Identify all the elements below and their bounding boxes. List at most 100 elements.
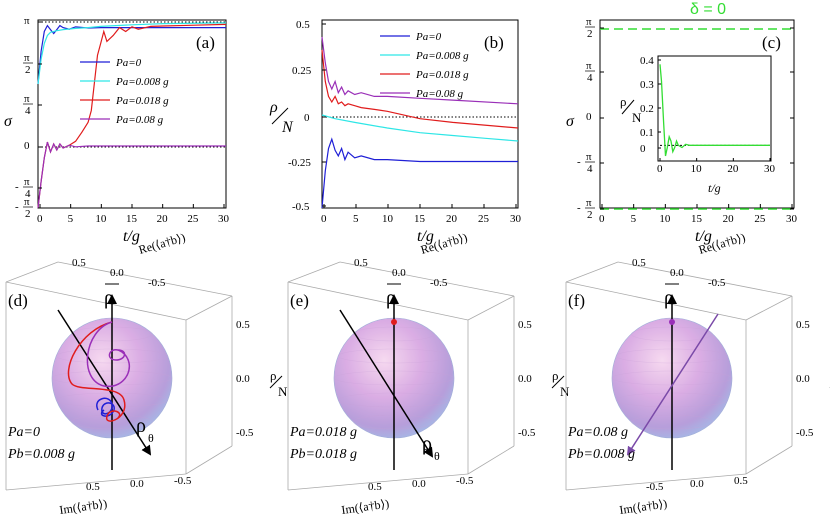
panel-c-ytick: π [586, 151, 592, 163]
trajectory-curve [67, 321, 126, 422]
top-axis-tick: 0.5 [632, 257, 646, 269]
panel-b-xtick: 15 [414, 213, 426, 225]
top-axis-tick: -0.5 [148, 277, 166, 289]
inset-xlabel: t/g [708, 181, 721, 195]
panel-b-ytick: 0.5 [296, 19, 310, 31]
panel-c-inset: 0.4 0.3 0.2 0.1 00 10 20 30 ρ N t/g [620, 55, 776, 195]
panel-a-xtick: 20 [157, 213, 169, 225]
inset-ytick: 0.2 [640, 103, 654, 115]
inset-xtick: 20 [727, 163, 739, 175]
param-label: Pa=0.08 g [567, 425, 628, 440]
right-axis-tick: 0.5 [236, 319, 250, 331]
param-label: Pb=0.008 g [567, 447, 635, 462]
panel-e: ρρθ(e)Pa=0.018 gPb=0.018 gRe(⟨a†b⟩)0.50.… [67, 230, 570, 517]
bounding-box-edge [565, 261, 619, 283]
panel-f: ρ (f) Pa=0.08 g Pb=0.008 g Re(⟨a†b⟩) 0.5 0.0 -0… [86, 230, 830, 517]
panel-c-label: (c) [762, 33, 781, 52]
rho-axis-label: ρ [104, 287, 114, 309]
rho-axis-label: ρ [386, 287, 396, 309]
legend-entry: Pa=0.08 g [415, 88, 464, 100]
series-line-2 [321, 114, 519, 142]
panel-a-xtick: 25 [187, 213, 199, 225]
top-axis-tick: 0.0 [670, 267, 684, 279]
series-line-2 [37, 22, 227, 85]
panel-b: 0.5 0.25 0 -0.25 -0.5 0 5 10 15 20 25 30 (b) ρ N Pa… [269, 19, 522, 245]
bottom-axis-tick: 0.5 [368, 481, 382, 493]
panel-b-xtick: 0 [321, 213, 327, 225]
right-axis-fraction-bar [551, 375, 565, 389]
right-axis-label-rho: ρ [552, 368, 559, 383]
top-axis-tick: -0.5 [430, 277, 448, 289]
trajectory-curve [96, 397, 115, 417]
param-label: Pa=0 [7, 425, 40, 440]
panel-b-ytick: 0.25 [292, 65, 312, 77]
panel-a-xtick: 15 [126, 213, 138, 225]
bottom-axis-tick: 0.0 [690, 478, 704, 490]
panel-b-ticks: 0.5 0.25 0 -0.25 -0.5 0 5 10 15 20 25 30 [288, 19, 522, 225]
bounding-box-edge [287, 261, 341, 283]
legend-entry: Pa=0.008 g [115, 76, 169, 88]
rho-theta-label: ρ [422, 433, 432, 455]
rho-theta-subscript: θ [434, 449, 440, 463]
rho-theta-axis-arrow [339, 309, 434, 458]
panel-c-xtick: 15 [691, 213, 703, 225]
panel-c-ytick: - [577, 156, 581, 168]
panel-b-xlabel: t/g [417, 228, 434, 245]
panel-c-xtick: 20 [723, 213, 735, 225]
panel-label: (e) [290, 291, 309, 310]
panel-b-xtick: 10 [382, 213, 394, 225]
rho-theta-axis-arrow [626, 313, 719, 456]
panel-c-xtick: 0 [599, 213, 605, 225]
bounding-box-edge [5, 281, 187, 321]
panel-b-ytick: -0.25 [288, 157, 311, 169]
inset-ytick: 0.3 [640, 79, 654, 91]
param-label: Pb=0.008 g [7, 447, 75, 462]
series-line-3 [321, 49, 519, 129]
bounding-box-edge [565, 281, 747, 321]
bottom-axis-tick: -0.5 [646, 481, 664, 493]
top-axis-label: Re(⟨a†b⟩) [137, 230, 187, 257]
panel-c-ytick: 2 [587, 209, 593, 221]
panel-c-ytick: 4 [587, 72, 593, 84]
inset-series [659, 64, 770, 157]
right-axis-tick: 0.5 [796, 319, 810, 331]
legend-entry: Pa=0.08 g [115, 114, 164, 126]
panel-a-xtick: 5 [68, 213, 74, 225]
bottom-axis-tick: -0.5 [456, 475, 474, 487]
right-axis-tick: 0.5 [518, 319, 532, 331]
svg-text:ρ: ρ [269, 99, 278, 116]
panel-c-ytick: 4 [587, 163, 593, 175]
panel-a-ytick: π [24, 176, 30, 188]
bounding-box-edge [185, 295, 233, 321]
legend-entry: Pa=0.018 g [415, 69, 469, 81]
panel-c-ytick: 0 [586, 111, 592, 123]
top-axis-tick: 0.5 [72, 257, 86, 269]
panel-a-ytick: 4 [25, 105, 31, 117]
panel-c-ytick: π [586, 16, 592, 28]
panel-a-ytick: 4 [25, 188, 31, 200]
bottom-axis-tick: 0.0 [130, 478, 144, 490]
param-label: Pa=0.018 g [289, 425, 357, 440]
panel-a-ytick: π [24, 15, 30, 27]
legend-entry: Pa=0 [115, 57, 142, 69]
panel-a-ytick: 2 [25, 208, 31, 220]
panel-a-ytick: - [15, 201, 19, 213]
bottom-axis-tick: 0.5 [86, 481, 100, 493]
bounding-box-edge [467, 295, 515, 321]
bounding-box-edge [5, 473, 187, 491]
bottom-axis-label: Im(⟨a†b⟩) [618, 496, 667, 517]
panel-c-ytick: π [586, 197, 592, 209]
trajectory-curve [86, 321, 131, 388]
panel-c-xtick: 25 [754, 213, 766, 225]
svg-text:N: N [632, 110, 642, 125]
bottom-axis-tick: -0.5 [174, 475, 192, 487]
rho-theta-label: ρ [136, 415, 146, 437]
bounding-box-edge [565, 473, 747, 491]
panel-a-label: (a) [196, 33, 215, 52]
rho-axis-label: ρ [664, 287, 674, 309]
panel-b-xtick: 30 [510, 213, 522, 225]
